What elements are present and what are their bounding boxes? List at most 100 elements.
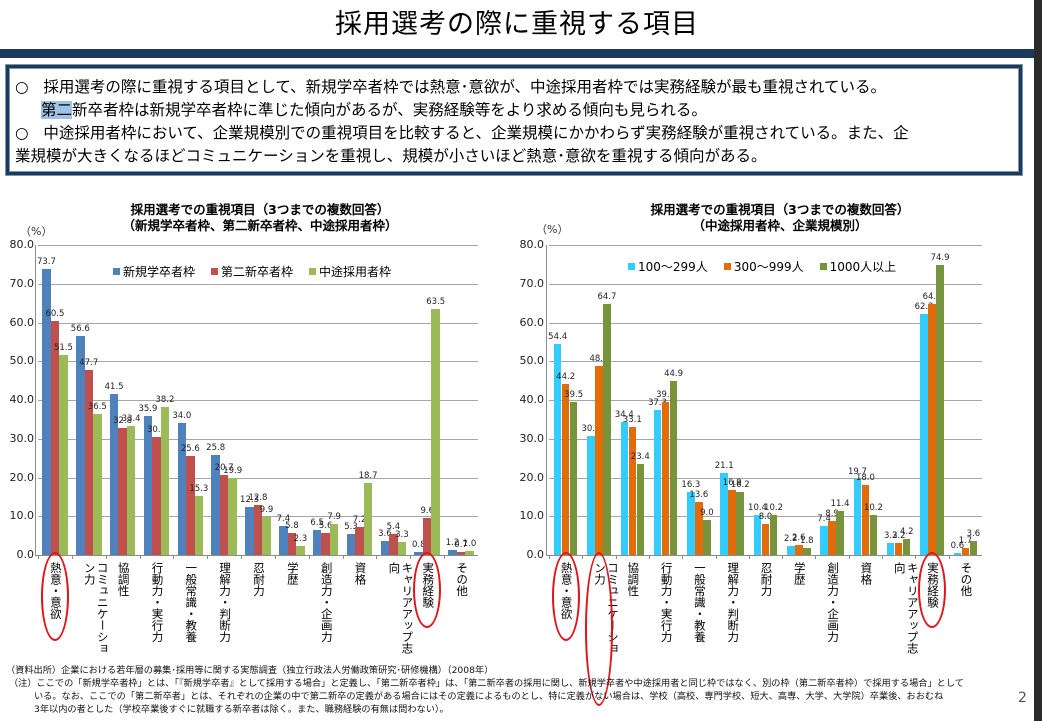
data-label: 41.5 (104, 382, 124, 393)
bar-2 (728, 489, 736, 555)
data-label: 3.3 (395, 530, 409, 541)
gridline (549, 245, 982, 246)
data-label: 15.3 (189, 483, 209, 494)
data-label: 12.8 (248, 493, 268, 504)
gridline (38, 361, 478, 363)
x-tick (444, 555, 446, 559)
data-label: 54.4 (548, 332, 568, 343)
text-selection-highlight[interactable]: 第二 (41, 101, 73, 119)
data-label: 8.9 (825, 508, 839, 519)
bar-3 (465, 551, 474, 555)
highlight-circle (918, 552, 947, 628)
bar-1 (920, 313, 928, 555)
bar-1 (414, 551, 423, 555)
y-tick-label: 60.0 (9, 315, 35, 329)
bar-1 (448, 550, 457, 555)
bar-1 (687, 491, 695, 555)
y-tick-label: 70.0 (519, 276, 545, 290)
legend-label: 第二新卒者枠 (221, 265, 294, 279)
y-tick-label: 30.0 (9, 431, 35, 445)
category-label: 協調性 (626, 562, 641, 597)
y-tick-label: 10.0 (9, 509, 35, 523)
data-label: 25.6 (180, 443, 200, 454)
x-tick (376, 555, 378, 559)
bar-2 (219, 474, 229, 555)
footnote-line-1: （注）ここでの「新規学卒者枠」とは、「『新規学卒者』として採用する場合」と定義し… (9, 678, 964, 689)
gridline (38, 438, 478, 440)
data-label: 9.9 (259, 504, 274, 515)
data-label: 44.2 (556, 371, 576, 382)
category-label: 行動力・実行力 (150, 562, 165, 643)
bar-1 (853, 478, 862, 555)
category-label: 行動力・実行力 (659, 562, 674, 643)
bar-2 (761, 524, 770, 555)
data-label: 0.6 (950, 540, 965, 551)
x-tick (748, 555, 750, 559)
bullet-icon: ○ (15, 78, 29, 96)
data-label: 21.1 (714, 461, 734, 472)
bar-3 (769, 515, 778, 555)
category-label: その他 (959, 562, 974, 597)
data-label: 7.4 (276, 514, 291, 525)
bar-3 (569, 401, 578, 555)
category-label: キャリアアップ志向 (387, 562, 415, 654)
data-label: 36.5 (87, 401, 107, 412)
chart-title: 採用選考での重視項目（3つまでの複数回答） （中途採用者枠、企業規模別） (650, 202, 910, 233)
legend-swatch-icon (211, 268, 219, 275)
data-label: 37.3 (648, 398, 668, 409)
category-label: 一般常識・教養 (692, 562, 707, 643)
category-label: コミュニケーション力 (82, 562, 110, 654)
bar-1 (143, 415, 153, 555)
bar-1 (279, 526, 288, 555)
bar-1 (953, 552, 962, 555)
y-tick-label: 80.0 (9, 238, 35, 251)
category-label: 資格 (353, 562, 368, 585)
data-label: 11.4 (830, 498, 850, 509)
data-label: 12.3 (240, 495, 259, 506)
data-label: 2.6 (792, 532, 806, 543)
legend-swatch-icon (628, 263, 635, 270)
bar-3 (669, 381, 678, 555)
x-tick (582, 555, 584, 559)
data-label: 18.7 (358, 470, 378, 481)
gridline (549, 322, 982, 324)
gridline (549, 516, 982, 518)
data-label: 5.3 (344, 522, 358, 533)
gridline (38, 400, 478, 401)
data-label: 64.7 (922, 292, 942, 303)
bar-2 (186, 455, 195, 555)
data-label: 7.4 (817, 514, 831, 525)
bar-3 (869, 515, 878, 555)
bar-1 (553, 344, 562, 555)
category-label: 学歴 (285, 562, 300, 585)
summary-line-2: 第二新卒者枠は新規学卒者枠に準じた傾向があるが、実務経験等をより求める傾向も見ら… (41, 101, 707, 119)
bar-1 (312, 529, 322, 555)
bar-2 (928, 304, 936, 555)
data-label: 47.7 (79, 358, 99, 369)
highlight-circle (40, 552, 69, 641)
bar-2 (595, 365, 603, 555)
bar-1 (820, 526, 828, 555)
data-label: 10.2 (863, 503, 883, 514)
y-tick-label: 70.0 (9, 276, 35, 290)
chart-legend: 100～299人 300～999人 1000人以上 (628, 258, 896, 275)
bar-2 (118, 427, 127, 555)
bar-3 (93, 413, 102, 555)
legend-item: 300～999人 (723, 258, 804, 275)
data-label: 51.5 (53, 343, 73, 354)
bar-3 (363, 482, 373, 555)
highlight-circle (413, 552, 442, 628)
bullet-icon: ○ (15, 124, 29, 142)
gridline (38, 322, 478, 324)
legend-item: 新規学卒者枠 (113, 263, 195, 280)
data-label: 39.5 (564, 389, 584, 400)
data-label: 25.8 (206, 443, 226, 454)
data-label: 62.2 (914, 301, 934, 312)
bar-2 (628, 426, 637, 555)
y-tick-label: 40.0 (9, 393, 35, 406)
bar-1 (886, 542, 895, 555)
footnote-line-2: いる。なお、ここでの「第二新卒者」とは、それぞれの企業の中で第二新卒の定義がある… (34, 691, 944, 702)
bar-1 (245, 507, 254, 555)
data-label: 35.9 (138, 403, 158, 414)
data-label: 2.2 (784, 534, 798, 545)
